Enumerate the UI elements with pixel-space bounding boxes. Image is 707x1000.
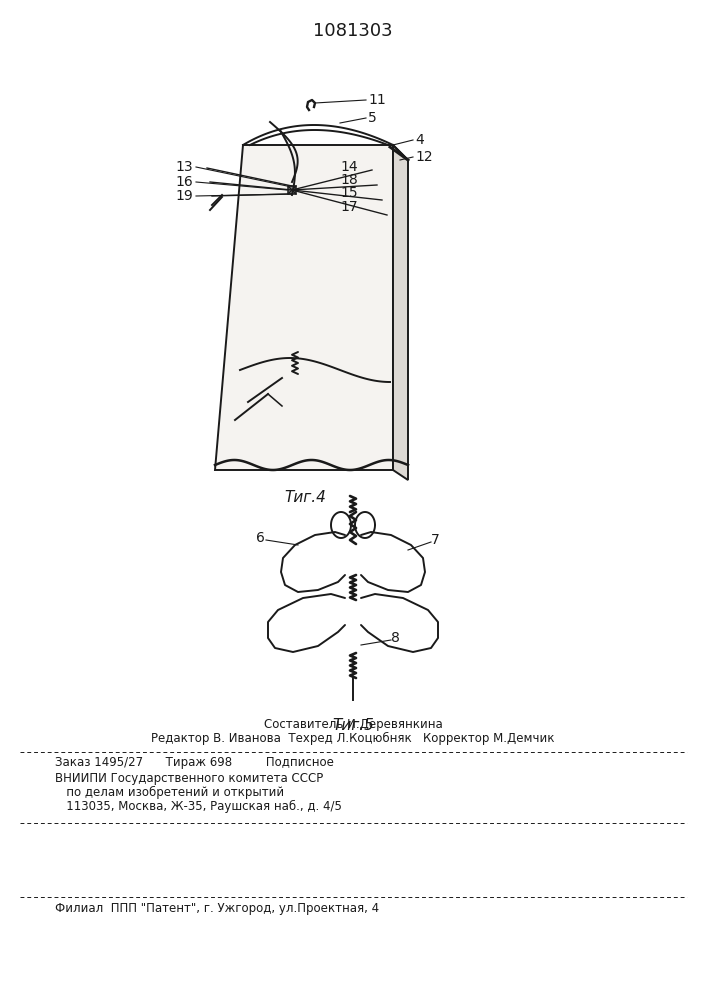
Text: по делам изобретений и открытий: по делам изобретений и открытий	[55, 786, 284, 799]
Text: 15: 15	[340, 186, 358, 200]
Text: 12: 12	[415, 150, 433, 164]
Text: 6: 6	[256, 531, 265, 545]
Text: Филиал  ППП "Патент", г. Ужгород, ул.Проектная, 4: Филиал ППП "Патент", г. Ужгород, ул.Прое…	[55, 902, 379, 915]
Text: 11: 11	[368, 93, 386, 107]
Text: Заказ 1495/27      Тираж 698         Подписное: Заказ 1495/27 Тираж 698 Подписное	[55, 756, 334, 769]
Text: Τиг.4: Τиг.4	[284, 490, 326, 505]
Text: 1081303: 1081303	[313, 22, 393, 40]
Text: 113035, Москва, Ж-35, Раушская наб., д. 4/5: 113035, Москва, Ж-35, Раушская наб., д. …	[55, 800, 342, 813]
Text: Редактор В. Иванова  Техред Л.Коцюбняк   Корректор М.Демчик: Редактор В. Иванова Техред Л.Коцюбняк Ко…	[151, 732, 555, 745]
Text: 18: 18	[340, 173, 358, 187]
Text: Составитель И.Деревянкина: Составитель И.Деревянкина	[264, 718, 443, 731]
Text: 16: 16	[175, 175, 193, 189]
Text: 14: 14	[340, 160, 358, 174]
Text: 13: 13	[175, 160, 193, 174]
Polygon shape	[215, 145, 393, 470]
Text: 5: 5	[368, 111, 377, 125]
Text: 17: 17	[340, 200, 358, 214]
Bar	[288, 186, 296, 194]
Text: 8: 8	[391, 631, 400, 645]
Text: 19: 19	[175, 189, 193, 203]
Text: Τиг.5: Τиг.5	[332, 718, 374, 733]
Text: ВНИИПИ Государственного комитета СССР: ВНИИПИ Государственного комитета СССР	[55, 772, 323, 785]
Text: 4: 4	[415, 133, 423, 147]
Polygon shape	[393, 145, 408, 480]
Text: 7: 7	[431, 533, 440, 547]
